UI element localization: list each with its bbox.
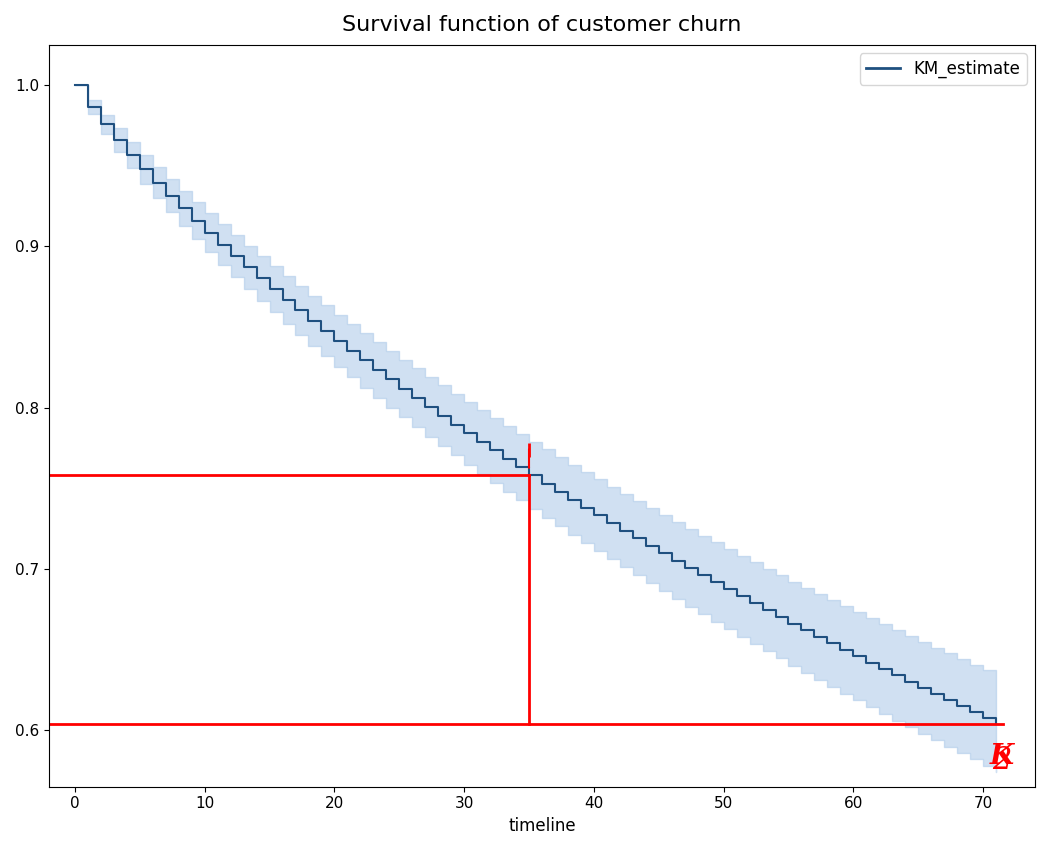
Title: Survival function of customer churn: Survival function of customer churn xyxy=(342,15,741,35)
Legend: KM_estimate: KM_estimate xyxy=(860,54,1027,85)
X-axis label: timeline: timeline xyxy=(508,817,575,835)
Text: K: K xyxy=(989,743,1013,770)
Text: 2: 2 xyxy=(992,745,1011,776)
